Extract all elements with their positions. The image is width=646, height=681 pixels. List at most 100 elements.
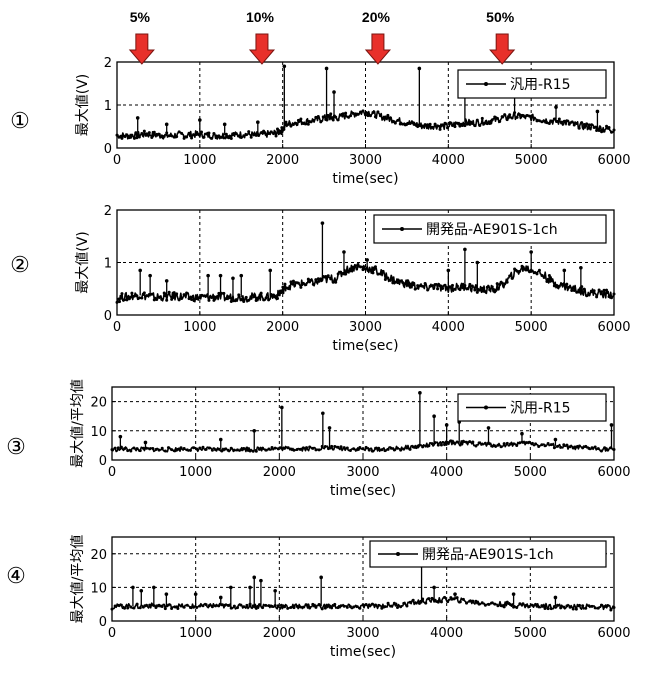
series-point [259,578,263,583]
series-point [231,276,235,281]
series-point [324,66,329,71]
series-point [182,136,186,140]
series-point [584,444,588,448]
series-point [325,118,329,122]
series-point [597,129,601,133]
series-point [513,111,517,115]
series-point [607,125,611,129]
series-point [274,134,278,138]
series-point [463,247,467,252]
series-point [546,607,550,611]
series-point [502,442,506,446]
series-point [224,297,228,301]
y-tick-label: 2 [104,56,112,71]
series-point [327,115,331,119]
series-point [179,604,183,608]
series-point [554,105,558,109]
series-point [377,446,381,450]
series-point [424,444,428,448]
series-point [320,444,324,448]
series-point [336,118,340,122]
annotation-label: 10% [246,9,275,25]
series-point [465,287,469,291]
series-point [157,603,161,607]
series-point [427,444,431,448]
series-point [262,129,266,133]
series-point [418,284,422,288]
series-point [275,297,279,301]
x-tick-label: 5000 [515,320,548,335]
series-point [446,600,450,604]
series-point [354,264,358,268]
series-point [359,265,363,269]
annotation-arrow [364,33,392,65]
series-point [314,448,318,452]
y-axis-title: 最大値(V) [75,74,91,137]
series-point [270,604,274,608]
series-point [323,445,327,449]
series-point [261,446,265,450]
series-point [510,276,514,280]
series-point [521,602,525,606]
series-point [326,603,330,607]
x-tick-label: 2000 [266,153,299,168]
y-tick-label: 2 [104,204,112,219]
series-point [370,602,374,606]
series-point [129,449,133,453]
series-point [490,444,494,448]
series-point [402,447,406,451]
series-point [226,603,230,607]
series-point [446,126,450,130]
series-point [423,123,427,127]
series-point [349,114,353,118]
series-point [361,268,365,272]
series-point [406,121,410,125]
series-point [175,292,179,296]
series-point [396,605,400,609]
series-point [449,596,453,600]
series-point [304,122,308,126]
series-point [202,135,206,139]
series-point [599,449,603,453]
series-point [212,298,216,302]
series-point [163,607,167,611]
series-point [411,445,415,449]
series-point [455,440,459,444]
series-point [520,113,524,117]
series-point [336,445,340,449]
series-point [560,120,564,124]
series-point [486,426,491,430]
series-point [386,276,390,280]
series-point [555,284,559,288]
series-point [207,604,211,608]
series-point [126,606,130,610]
series-point [339,445,343,449]
series-point [132,446,136,450]
series-point [461,439,465,443]
y-tick-label: 20 [90,396,107,411]
series-point [286,446,290,450]
y-tick-label: 20 [90,548,107,563]
series-point [229,585,233,590]
series-point [151,603,155,607]
series-point [210,448,214,452]
series-point [547,121,551,125]
series-point [229,299,233,303]
series-point [392,601,396,605]
series-point [428,284,432,288]
series-point [295,604,299,608]
series-point [480,601,484,605]
x-tick-label: 5000 [514,626,547,641]
panel-marker: ③ [6,435,26,460]
series-point [579,265,583,270]
series-point [590,446,594,450]
series-point [120,292,124,296]
series-point [219,135,223,139]
series-point [411,281,415,285]
chart-panel-4: ④ 0 1000 2000 3000 4000 5000 6000 0 10 20 time(sec)… [6,535,630,660]
series-point [418,391,422,395]
series-point [393,280,397,284]
series-point [254,298,258,302]
series-point [460,286,464,290]
series-point [529,250,533,254]
